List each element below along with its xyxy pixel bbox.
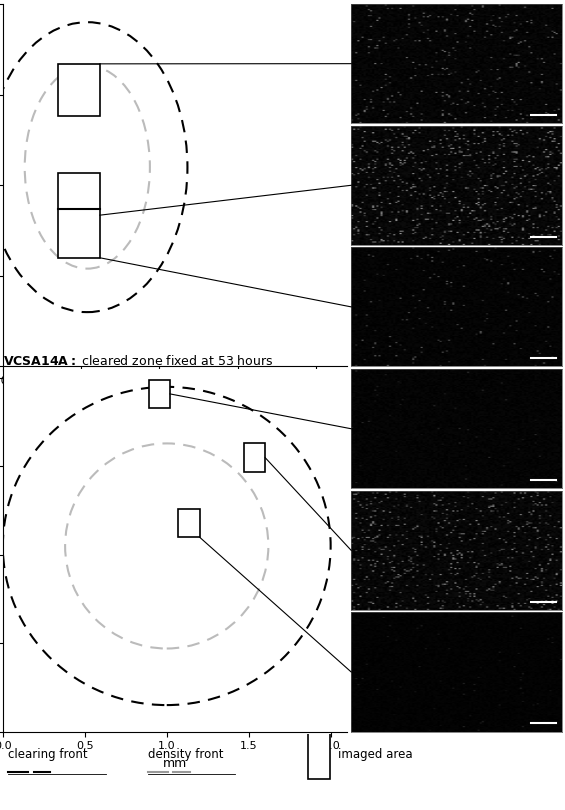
Bar [58,173,100,258]
Text: $\bf{VCSA23\mathbf{:}}$ cleared zone fixed at 53 hours: $\bf{VCSA23\mathbf{:}}$ cleared zone fix… [3,0,264,3]
Text: imaged area: imaged area [338,748,413,761]
X-axis label: mm: mm [163,392,187,405]
Bar [308,733,330,779]
X-axis label: mm: mm [163,757,187,770]
Bar [244,443,265,471]
Text: $\bf{VCSA14A\mathbf{:}}$ cleared zone fixed at 53 hours: $\bf{VCSA14A\mathbf{:}}$ cleared zone fi… [3,354,273,368]
Bar [58,64,100,117]
Text: clearing front: clearing front [8,748,88,761]
Bar [178,509,199,537]
Bar [149,380,170,408]
Text: density front: density front [148,748,224,761]
